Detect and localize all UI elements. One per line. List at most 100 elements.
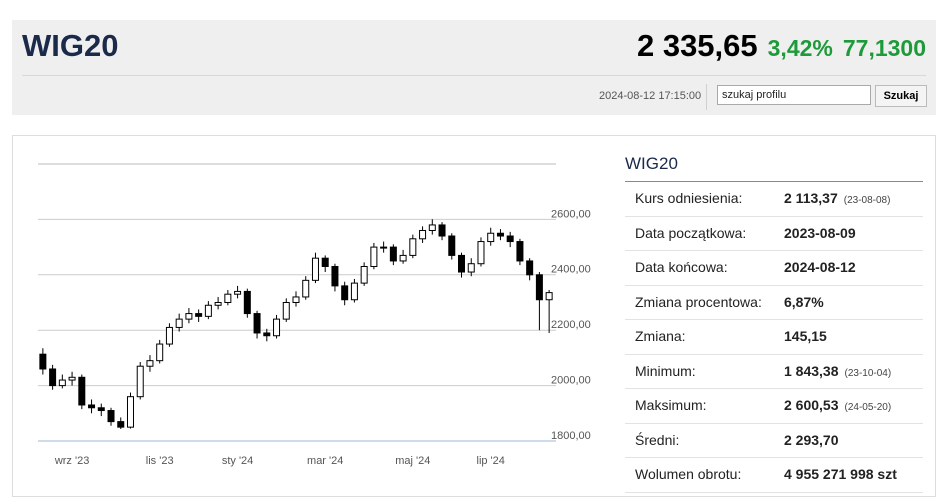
candle-body — [185, 313, 193, 320]
stat-note: (24-05-20) — [844, 402, 892, 413]
stat-label: Średni: — [635, 431, 680, 448]
candle-body — [545, 292, 553, 301]
stat-value: 2 293,70 — [784, 431, 839, 448]
stat-label: Data końcowa: — [635, 259, 728, 275]
stat-label: Zmiana: — [635, 328, 686, 344]
stats-row: Zmiana: 145,15 — [625, 320, 923, 355]
stats-row: Wolumen obrotu: 4 955 271 998 szt — [625, 458, 923, 493]
quote: 2 335,65 3,42% 77,1300 — [637, 28, 926, 64]
stat-value: 2 600,53 — [784, 397, 839, 413]
candle-body — [419, 229, 427, 240]
candle-body — [526, 260, 534, 276]
x-tick-label: lis '23 — [146, 455, 174, 467]
candle-body — [243, 290, 251, 315]
stats-row: Kurs odniesienia: 2 113,37 (23-08-08) — [625, 182, 923, 217]
candle-body — [136, 365, 144, 398]
candle-body — [68, 376, 76, 381]
candle-body — [448, 235, 456, 256]
search-input[interactable]: szukaj profilu — [717, 85, 871, 105]
candle-body — [399, 254, 407, 262]
stat-value: 6,87% — [784, 293, 824, 310]
candle-body — [360, 265, 368, 284]
x-tick-label: sty '24 — [222, 455, 253, 467]
candle-body — [263, 332, 271, 337]
candle-body — [49, 368, 57, 387]
x-tick-label: maj '24 — [395, 455, 430, 467]
stat-value-cell: 145,15 — [784, 328, 827, 344]
stat-value: 145,15 — [784, 328, 827, 344]
candle-body — [350, 282, 358, 301]
stat-value: 4 955 271 998 szt — [784, 466, 897, 482]
stat-label: Wolumen obrotu: — [635, 466, 742, 482]
candle-body — [331, 265, 339, 287]
candle-body — [477, 241, 485, 265]
change: 77,1300 — [842, 35, 926, 61]
stat-note: (23-08-08) — [843, 195, 891, 206]
stat-value: 2023-08-09 — [784, 224, 856, 241]
candle-body — [204, 304, 212, 317]
stat-value-cell: 2 113,37 (23-08-08) — [784, 190, 890, 206]
stats-row: Średni: 2 293,70 — [625, 424, 923, 458]
candle-body — [496, 232, 504, 237]
candle-body — [126, 396, 134, 428]
candle-body — [292, 296, 300, 304]
candle-body — [370, 246, 378, 267]
stats-table: WIG20 Kurs odniesienia: 2 113,37 (23-08-08… — [625, 154, 923, 493]
candle-body — [273, 318, 281, 337]
separator — [22, 75, 926, 76]
stat-value: 1 843,38 — [784, 362, 839, 379]
stat-label: Zmiana procentowa: — [635, 293, 762, 310]
x-tick-label: lip '24 — [477, 455, 505, 467]
y-tick-label: 2200,00 — [551, 319, 591, 331]
x-tick-label: wrz '23 — [54, 455, 90, 467]
stat-value: 2 113,37 — [784, 190, 838, 206]
candle-body — [458, 254, 466, 273]
candle-body — [311, 257, 319, 281]
stat-value-cell: 4 955 271 998 szt — [784, 466, 897, 482]
candle-body — [58, 379, 66, 387]
y-tick-label: 2000,00 — [551, 375, 591, 387]
candle-body — [195, 313, 203, 317]
stats-row: Minimum: 1 843,38 (23-10-04) — [625, 355, 923, 389]
stat-label: Minimum: — [635, 362, 696, 379]
candle-body — [39, 353, 47, 370]
candle-body — [535, 274, 543, 301]
candle-body — [438, 224, 446, 237]
y-tick-label: 2400,00 — [551, 264, 591, 276]
candle-body — [380, 246, 388, 249]
separator — [706, 84, 707, 110]
change-pct: 3,42% — [767, 35, 833, 61]
candle-body — [78, 376, 86, 406]
stat-label: Maksimum: — [635, 397, 707, 413]
candle-body — [302, 279, 310, 298]
stat-value-cell: 2 600,53 (24-05-20) — [784, 397, 891, 413]
index-title: WIG20 — [22, 28, 119, 63]
candle-body — [506, 235, 514, 243]
stat-value-cell: 6,87% — [784, 294, 824, 310]
candle-body — [88, 404, 96, 409]
candle-body — [321, 257, 329, 267]
panel: 1800,00 2000,00 2200,00 2400,00 2600,00 wrz '… — [12, 135, 936, 497]
price: 2 335,65 — [636, 28, 758, 63]
stat-value-cell: 2024-08-12 — [784, 259, 856, 275]
candle-body — [389, 246, 397, 262]
candle-body — [487, 232, 495, 243]
search-button[interactable]: Szukaj — [875, 85, 927, 107]
timestamp: 2024-08-12 17:15:00 — [599, 90, 702, 102]
stats-row: Data końcowa: 2024-08-12 — [625, 251, 923, 286]
stat-label: Data początkowa: — [635, 224, 747, 241]
candle-body — [516, 241, 524, 262]
candle-body — [409, 238, 417, 256]
candle-body — [156, 343, 164, 362]
stat-value: 2024-08-12 — [784, 259, 856, 275]
stats-row: Zmiana procentowa: 6,87% — [625, 286, 923, 320]
quote-header: WIG20 2 335,65 3,42% 77,1300 2024-08-12 17… — [12, 20, 936, 115]
candle-body — [282, 302, 290, 320]
candle-body — [224, 293, 232, 304]
stat-value-cell: 1 843,38 (23-10-04) — [784, 363, 891, 379]
candle-body — [214, 302, 222, 306]
candle-body — [175, 318, 183, 328]
candle-body — [234, 290, 242, 295]
stats-row: Data początkowa: 2023-08-09 — [625, 217, 923, 251]
